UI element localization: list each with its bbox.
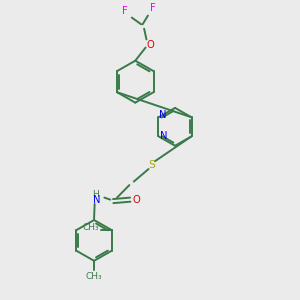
- Text: O: O: [132, 195, 140, 205]
- Text: N: N: [93, 195, 101, 205]
- Text: N: N: [160, 131, 167, 141]
- Text: F: F: [150, 3, 156, 13]
- Text: O: O: [146, 40, 154, 50]
- Text: S: S: [148, 160, 155, 170]
- Text: CH₃: CH₃: [86, 272, 102, 281]
- Text: F: F: [122, 6, 128, 16]
- Text: N: N: [159, 110, 167, 120]
- Text: H: H: [92, 190, 99, 199]
- Text: CH₃: CH₃: [82, 224, 99, 232]
